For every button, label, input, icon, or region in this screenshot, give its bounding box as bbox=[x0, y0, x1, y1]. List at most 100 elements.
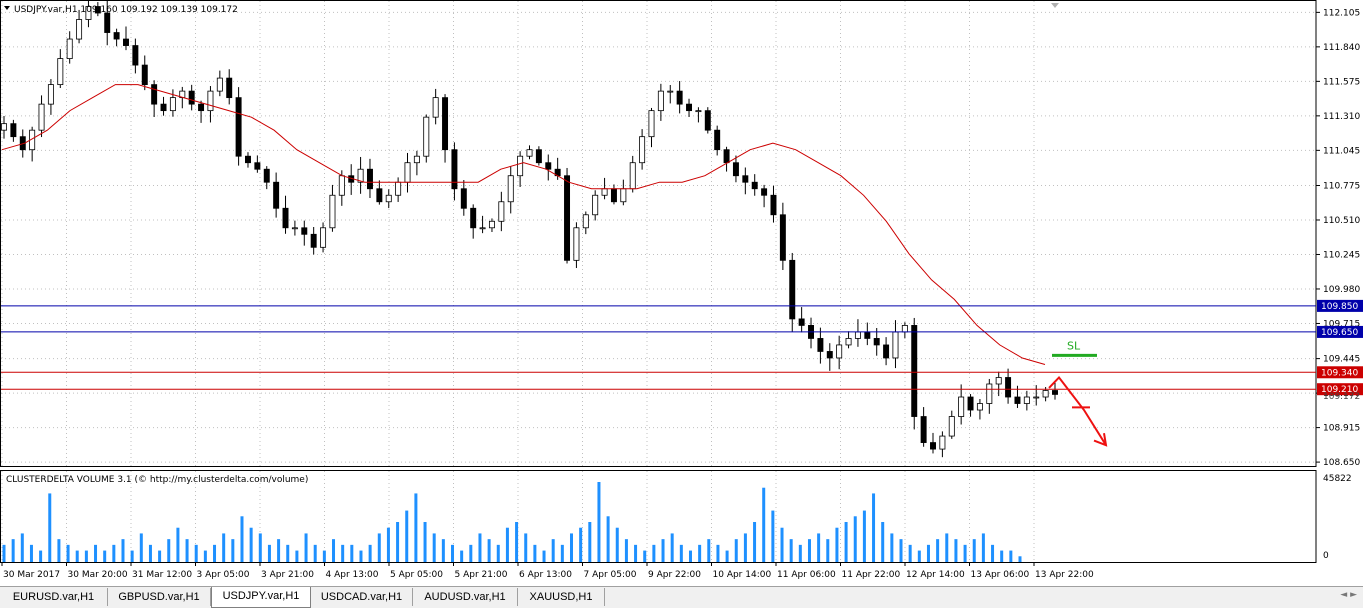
candle-body bbox=[1052, 390, 1058, 395]
volume-bar bbox=[139, 533, 143, 562]
volume-bar bbox=[441, 539, 445, 562]
volume-bar bbox=[112, 544, 116, 562]
candle-body bbox=[986, 383, 993, 404]
level-price-box bbox=[1317, 325, 1363, 338]
candle-body bbox=[329, 194, 336, 229]
candle-body bbox=[1033, 396, 1040, 399]
volume-bar bbox=[551, 539, 555, 562]
candle-body bbox=[676, 90, 683, 105]
candle-body bbox=[235, 97, 242, 157]
candle-body bbox=[160, 103, 167, 112]
candle-body bbox=[770, 194, 777, 216]
volume-bar bbox=[707, 539, 711, 562]
candle-body bbox=[507, 175, 514, 203]
volume-bar bbox=[807, 539, 811, 562]
candle-body bbox=[113, 32, 120, 40]
volume-bar bbox=[1000, 550, 1004, 562]
volume-bar bbox=[817, 533, 821, 562]
candle-body bbox=[582, 214, 589, 229]
candle-body bbox=[695, 110, 702, 113]
tab-audusd[interactable]: AUDUSD.var,H1 bbox=[413, 588, 518, 606]
candle-body bbox=[376, 188, 383, 203]
candle-body bbox=[1023, 396, 1030, 404]
volume-bar bbox=[84, 550, 88, 562]
chart-shift-marker-icon bbox=[1051, 3, 1059, 8]
volume-bar bbox=[588, 522, 592, 562]
volume-bar bbox=[963, 544, 967, 562]
candle-body bbox=[620, 188, 627, 203]
tab-usdjpy[interactable]: USDJPY.var,H1 bbox=[211, 587, 311, 608]
volume-bar bbox=[295, 550, 299, 562]
current-price-label: 109.172 bbox=[1323, 392, 1360, 402]
candle-body bbox=[357, 168, 364, 183]
tab-gbpusd[interactable]: GBPUSD.var,H1 bbox=[108, 588, 211, 606]
time-axis-label: 5 Apr 05:00 bbox=[390, 570, 443, 580]
candle-body bbox=[686, 103, 693, 112]
volume-bar bbox=[981, 533, 985, 562]
candle-body bbox=[958, 396, 965, 417]
time-axis-label: 30 Mar 20:00 bbox=[68, 570, 128, 580]
candle-body bbox=[883, 344, 890, 359]
volume-bar bbox=[734, 539, 738, 562]
volume-bar bbox=[926, 544, 930, 562]
volume-bar bbox=[789, 539, 793, 562]
volume-bar bbox=[670, 533, 674, 562]
volume-bar bbox=[103, 550, 107, 562]
volume-bar bbox=[679, 544, 683, 562]
candle-body bbox=[526, 149, 533, 157]
volume-bar bbox=[661, 539, 665, 562]
volume-bar bbox=[945, 533, 949, 562]
volume-bar bbox=[798, 544, 802, 562]
tab-xauusd[interactable]: XAUUSD,H1 bbox=[518, 588, 605, 606]
chart-menu-triangle-icon bbox=[4, 6, 10, 10]
level-price-label: 109.210 bbox=[1321, 385, 1358, 395]
candle-body bbox=[592, 194, 599, 216]
tab-scroll-arrows-icon[interactable]: ◄ ► bbox=[1340, 590, 1357, 600]
volume-bar bbox=[606, 516, 610, 562]
volume-bar bbox=[94, 544, 98, 562]
candle-body bbox=[169, 97, 176, 112]
level-price-box bbox=[1317, 383, 1363, 396]
tab-usdcad[interactable]: USDCAD.var,H1 bbox=[311, 588, 413, 606]
volume-bar bbox=[460, 550, 464, 562]
chart-canvas[interactable]: 112.105 111.840 111.575 111.310 111.045 110.7… bbox=[0, 0, 1363, 586]
candle-body bbox=[648, 110, 655, 138]
volume-bar bbox=[533, 544, 537, 562]
candle-body bbox=[779, 214, 786, 261]
volume-bar bbox=[423, 522, 427, 562]
time-axis-label: 10 Apr 14:00 bbox=[713, 570, 772, 580]
candle-body bbox=[366, 168, 373, 190]
candle-body bbox=[460, 188, 467, 209]
price-tick-label: 112.105 bbox=[1323, 8, 1360, 18]
volume-bar bbox=[20, 533, 24, 562]
volume-bar bbox=[569, 533, 573, 562]
candle-body bbox=[188, 90, 195, 105]
volume-bar bbox=[258, 533, 262, 562]
volume-bar bbox=[936, 539, 940, 562]
volume-bar bbox=[725, 550, 729, 562]
time-axis-label: 5 Apr 21:00 bbox=[455, 570, 508, 580]
volume-bar bbox=[643, 550, 647, 562]
level-price-label: 109.650 bbox=[1321, 328, 1358, 338]
volume-bar bbox=[844, 522, 848, 562]
candle-body bbox=[826, 351, 833, 359]
volume-bar bbox=[515, 522, 519, 562]
volume-bar bbox=[771, 510, 775, 562]
candle-body bbox=[404, 162, 411, 183]
candle-body bbox=[10, 123, 17, 138]
volume-panel-frame bbox=[0, 470, 1317, 563]
time-axis-label: 9 Apr 22:00 bbox=[648, 570, 701, 580]
volume-bar bbox=[780, 527, 784, 562]
candle-body bbox=[85, 6, 92, 20]
time-axis-label: 7 Apr 05:00 bbox=[584, 570, 637, 580]
candle-body bbox=[723, 149, 730, 164]
candle-body bbox=[601, 188, 608, 196]
tab-eurusd[interactable]: EURUSD.var,H1 bbox=[0, 588, 108, 606]
volume-bar bbox=[313, 544, 317, 562]
volume-bar bbox=[634, 544, 638, 562]
candle-body bbox=[732, 162, 739, 177]
volume-bar bbox=[954, 539, 958, 562]
time-axis-label: 6 Apr 13:00 bbox=[519, 570, 572, 580]
candle-body bbox=[714, 129, 721, 151]
